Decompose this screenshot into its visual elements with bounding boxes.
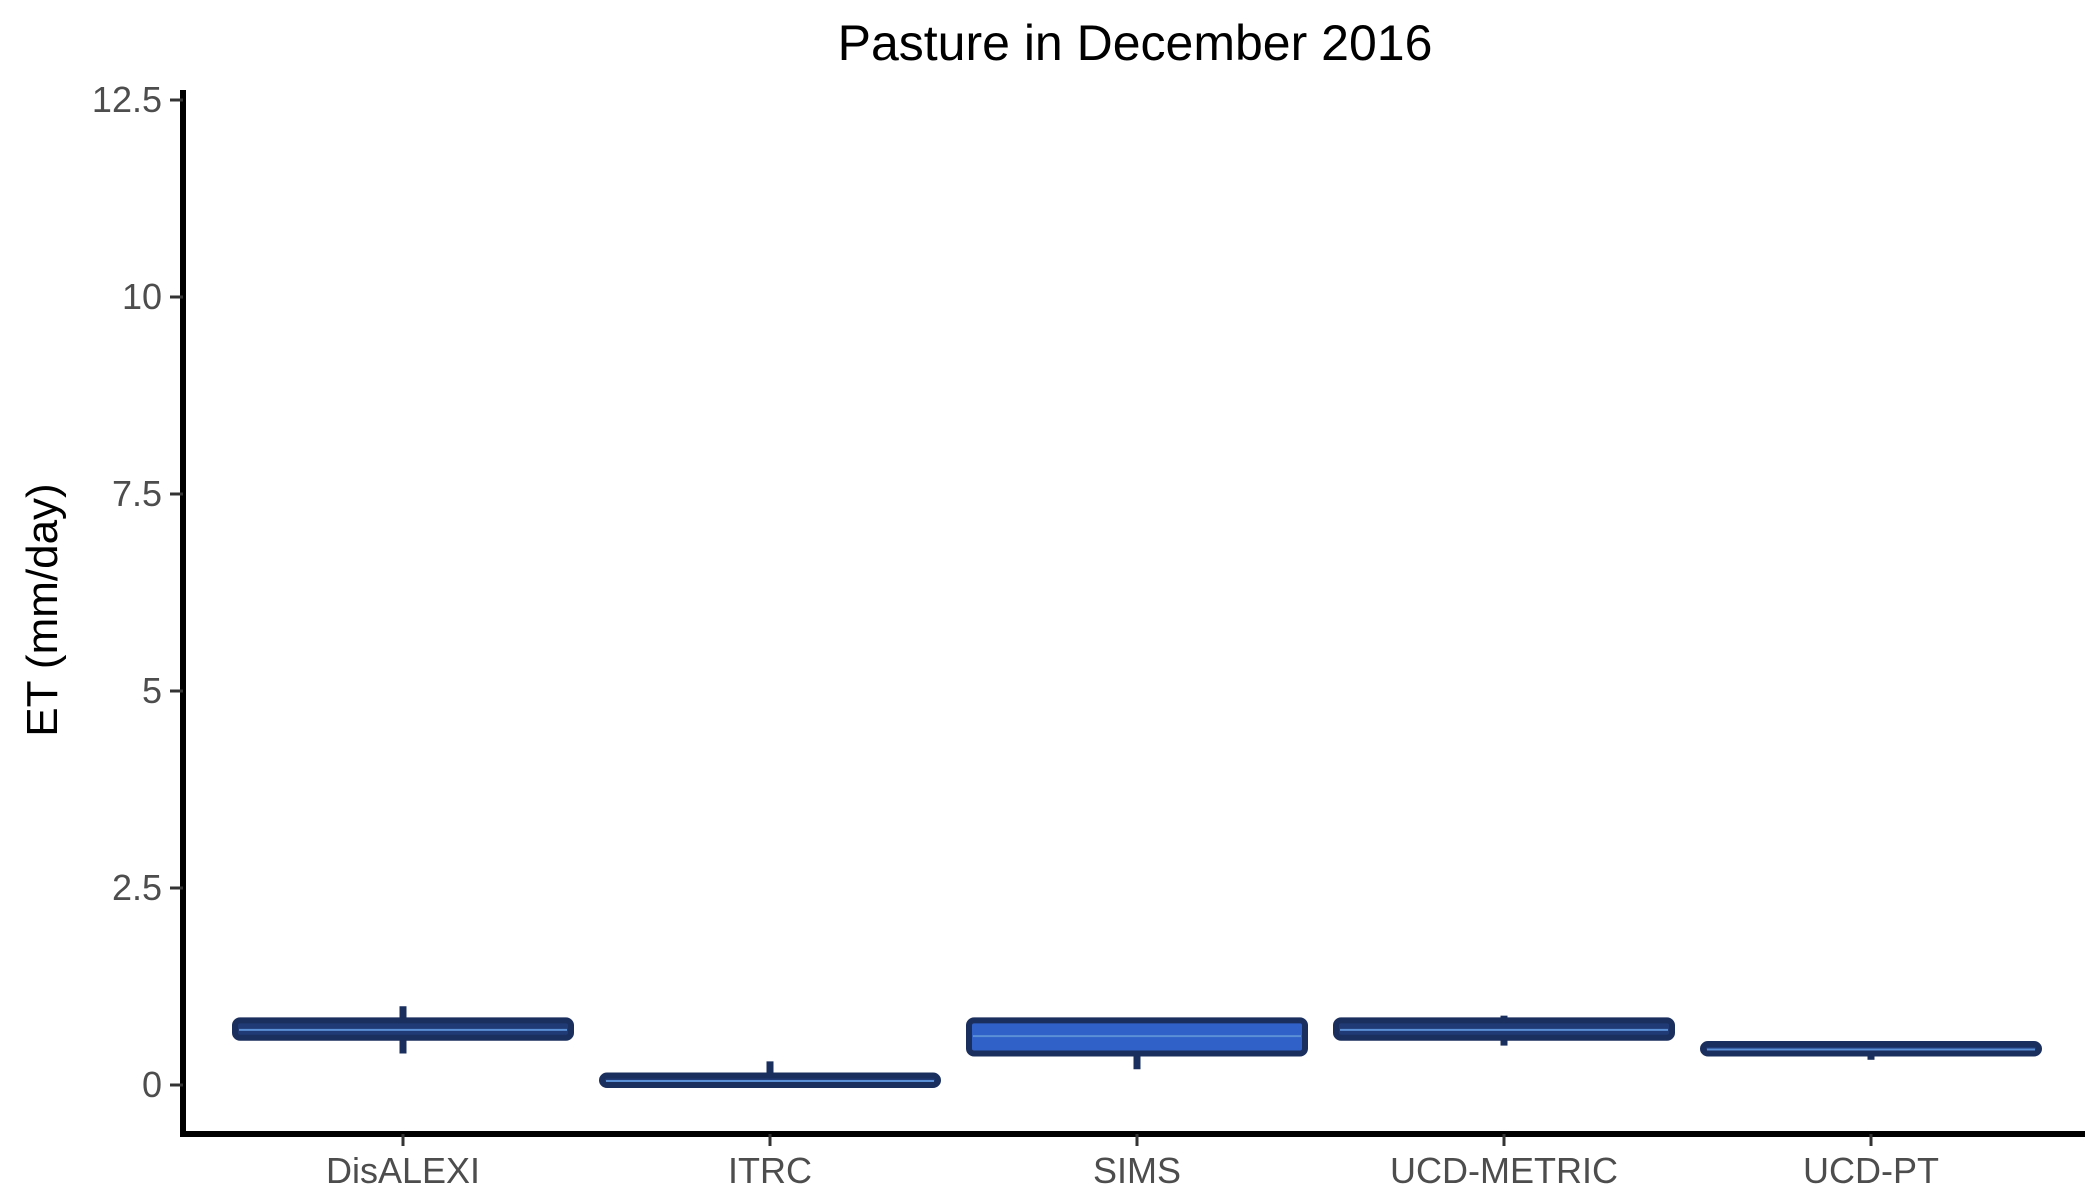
- y-tick-label: 12.5: [92, 79, 162, 120]
- y-tick-label: 7.5: [112, 473, 162, 514]
- y-tick-label: 0: [142, 1064, 162, 1105]
- chart-title: Pasture in December 2016: [838, 15, 1433, 71]
- y-tick-label: 10: [122, 276, 162, 317]
- x-tick-label: SIMS: [1093, 1150, 1181, 1191]
- box-group: [232, 1006, 574, 1054]
- box-group: [599, 1061, 941, 1088]
- plot-area: [232, 1006, 2042, 1088]
- y-tick-label: 5: [142, 670, 162, 711]
- y-tick-label: 2.5: [112, 867, 162, 908]
- x-tick-label: UCD-METRIC: [1390, 1150, 1618, 1191]
- y-axis-title: ET (mm/day): [18, 483, 67, 736]
- x-tick-label: ITRC: [728, 1150, 812, 1191]
- x-tick-label: DisALEXI: [326, 1150, 480, 1191]
- box-group: [966, 1017, 1308, 1070]
- box-group: [1700, 1041, 2042, 1060]
- x-tick-label: UCD-PT: [1803, 1150, 1939, 1191]
- box-group: [1333, 1015, 1675, 1046]
